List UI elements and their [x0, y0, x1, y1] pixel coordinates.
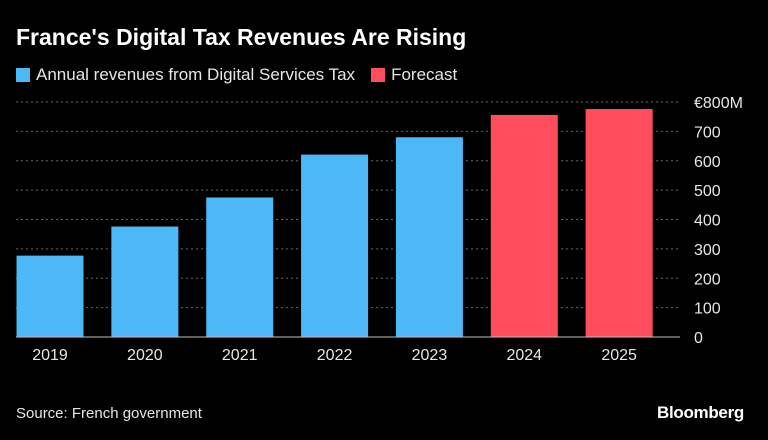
x-tick-label: 2022 — [317, 347, 353, 364]
y-tick-label: 500 — [694, 183, 721, 200]
y-tick-label: 100 — [694, 301, 721, 318]
bar-forecast — [585, 109, 653, 337]
bar-actual — [395, 137, 463, 337]
y-tick-label: 700 — [694, 124, 721, 141]
y-tick-label: 400 — [694, 213, 721, 230]
x-tick-label: 2025 — [601, 347, 637, 364]
x-tick-label: 2019 — [32, 347, 68, 364]
x-tick-label: 2021 — [222, 347, 258, 364]
legend-label-forecast: Forecast — [391, 65, 458, 84]
bar-forecast — [490, 114, 558, 337]
bar-actual — [301, 154, 369, 337]
legend-swatch-actual — [16, 68, 30, 82]
bloomberg-logo: Bloomberg — [656, 403, 744, 422]
legend-item-forecast: Forecast — [371, 64, 457, 86]
y-tick-label: €800M — [694, 95, 743, 112]
legend-item-actual: Annual revenues from Digital Services Ta… — [16, 64, 355, 86]
bar-actual — [206, 197, 274, 337]
x-tick-label: 2024 — [506, 347, 542, 364]
y-tick-label: 200 — [694, 271, 721, 288]
x-tick-label: 2020 — [127, 347, 163, 364]
x-tick-label: 2023 — [412, 347, 448, 364]
y-tick-label: 600 — [694, 154, 721, 171]
chart-title: France's Digital Tax Revenues Are Rising — [16, 24, 467, 50]
legend-label-actual: Annual revenues from Digital Services Ta… — [36, 65, 356, 84]
y-tick-label: 300 — [694, 242, 721, 259]
chart-legend: Annual revenues from Digital Services Ta… — [16, 64, 473, 86]
bar-actual — [16, 255, 84, 337]
legend-swatch-forecast — [371, 68, 386, 82]
y-tick-label: 0 — [694, 330, 703, 347]
bar-actual — [111, 226, 179, 337]
source-note: Source: French government — [16, 405, 202, 422]
